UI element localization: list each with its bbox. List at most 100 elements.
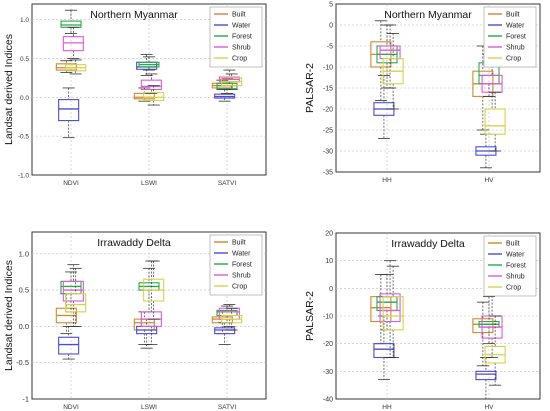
y-tick-label: 10 <box>325 258 333 265</box>
box-iqr <box>58 99 80 122</box>
y-tick-label: -1.0 <box>18 173 30 180</box>
legend-label: Built <box>232 240 246 247</box>
y-axis-label: Landsat derived Indices <box>3 260 15 371</box>
legend-label: Crop <box>232 56 247 63</box>
box-crop-hh <box>382 265 404 358</box>
legend-label: Forest <box>506 34 526 41</box>
x-tick-label: HV <box>484 177 494 184</box>
box-iqr <box>58 336 80 355</box>
legend: Built Water Forest Shrub Crop <box>483 235 537 297</box>
legend-label: Water <box>506 23 525 30</box>
box-crop-satvi <box>221 307 243 331</box>
box-crop-ndvi <box>65 59 87 75</box>
y-tick-label: -30 <box>323 149 333 156</box>
legend: Built Water Forest Shrub Crop <box>209 6 263 68</box>
chart-panel-4: -40 -30 -20 -10 0 10 20 HH HV Irrawaddy Delta PALS… <box>304 231 541 411</box>
chart-panel-1: -1.0 -0.5 0.0 0.5 1.0 NDVI LSWI SATVI Northern M… <box>3 3 267 187</box>
box-shrub-ndvi <box>62 26 84 59</box>
x-tick-label: HH <box>382 177 392 184</box>
y-tick-label: -0.5 <box>16 358 29 367</box>
legend-label: Shrub <box>506 45 525 52</box>
x-tick-label: HV <box>484 404 494 411</box>
chart-title: Northern Myanmar <box>384 9 472 21</box>
box-shrub-lswi <box>140 73 162 94</box>
box-iqr <box>65 293 87 313</box>
y-tick-label: -40 <box>323 397 333 404</box>
legend-label: Built <box>506 241 520 248</box>
box-forest-lswi <box>138 56 160 71</box>
legend-frame <box>209 6 263 68</box>
x-tick-label: SATVI <box>218 404 236 411</box>
box-water-ndvi <box>58 325 80 360</box>
legend-label: Built <box>506 12 520 19</box>
chart-panel-3: -1 -0.5 0.0 0.5 1.0 NDVI LSWI SATVI Irrawaddy De… <box>3 231 267 411</box>
box-crop-hh <box>382 33 404 110</box>
chart-title: Irrawaddy Delta <box>391 238 465 250</box>
y-tick-label: -0.5 <box>18 134 30 141</box>
box-iqr <box>55 63 77 71</box>
box-crop-satvi <box>221 73 243 90</box>
y-tick-label: -20 <box>323 341 333 348</box>
box-iqr <box>214 327 236 335</box>
box-iqr <box>140 79 162 91</box>
y-tick-label: -25 <box>323 128 333 135</box>
y-tick-label: 0.5 <box>19 286 29 295</box>
chart-title: Irrawaddy Delta <box>97 237 171 249</box>
box-iqr <box>475 370 497 381</box>
box-iqr <box>379 293 401 323</box>
box-iqr <box>62 36 84 52</box>
y-tick-label: -15 <box>323 86 333 93</box>
y-tick-label: -20 <box>323 107 333 114</box>
legend-frame <box>483 6 537 68</box>
legend-label: Shrub <box>232 45 251 52</box>
y-tick-label: 0.0 <box>20 95 29 102</box>
legend-label: Crop <box>506 285 521 292</box>
chart-title: Northern Myanmar <box>90 9 178 21</box>
legend-label: Crop <box>232 284 247 291</box>
x-tick-label: HH <box>382 404 392 411</box>
y-tick-label: -5 <box>327 44 333 51</box>
x-tick-label: NDVI <box>63 404 79 411</box>
legend-label: Water <box>232 23 251 30</box>
x-tick-label: LSWI <box>141 404 157 411</box>
y-axis-label: PALSAR-2 <box>304 291 316 341</box>
box-crop-ndvi <box>65 267 87 327</box>
box-crop-lswi <box>143 260 165 320</box>
box-iqr <box>373 343 395 359</box>
chart-panel-2: -35 -30 -25 -20 -15 -10 -5 0 5 HH HV Northern Myanm… <box>304 2 541 184</box>
legend-label: Forest <box>506 263 526 270</box>
y-tick-label: 5 <box>329 2 333 9</box>
box-iqr <box>143 92 165 101</box>
legend-frame <box>209 234 263 296</box>
box-water-ndvi <box>58 87 80 139</box>
legend-label: Shrub <box>506 274 525 281</box>
box-water-hh <box>373 315 395 381</box>
x-tick-label: LSWI <box>141 180 157 187</box>
y-tick-label: 0.5 <box>20 56 29 63</box>
box-iqr <box>62 280 84 302</box>
y-tick-label: 1.0 <box>20 17 29 24</box>
box-iqr <box>133 92 155 100</box>
box-crop-lswi <box>143 85 165 106</box>
y-tick-label: 20 <box>325 231 333 238</box>
legend: Built Water Forest Shrub Crop <box>483 6 537 68</box>
legend-label: Shrub <box>232 273 251 280</box>
box-crop-hv <box>484 315 506 386</box>
y-tick-label: -10 <box>323 314 333 321</box>
legend-label: Forest <box>232 262 252 269</box>
y-axis-label: PALSAR-2 <box>304 63 316 113</box>
box-iqr <box>484 108 506 135</box>
x-tick-label: NDVI <box>63 180 79 187</box>
box-forest-hv <box>478 296 500 345</box>
y-tick-label: -10 <box>323 65 333 72</box>
box-iqr <box>382 296 404 331</box>
box-crop-hv <box>484 91 506 152</box>
y-tick-label: 0 <box>329 23 333 30</box>
legend-label: Water <box>232 251 251 258</box>
y-tick-label: 1.0 <box>19 249 29 258</box>
legend-label: Crop <box>506 56 521 63</box>
y-axis-label: Landsat derived Indices <box>3 34 15 145</box>
box-iqr <box>472 318 494 334</box>
legend: Built Water Forest Shrub Crop <box>209 234 263 296</box>
